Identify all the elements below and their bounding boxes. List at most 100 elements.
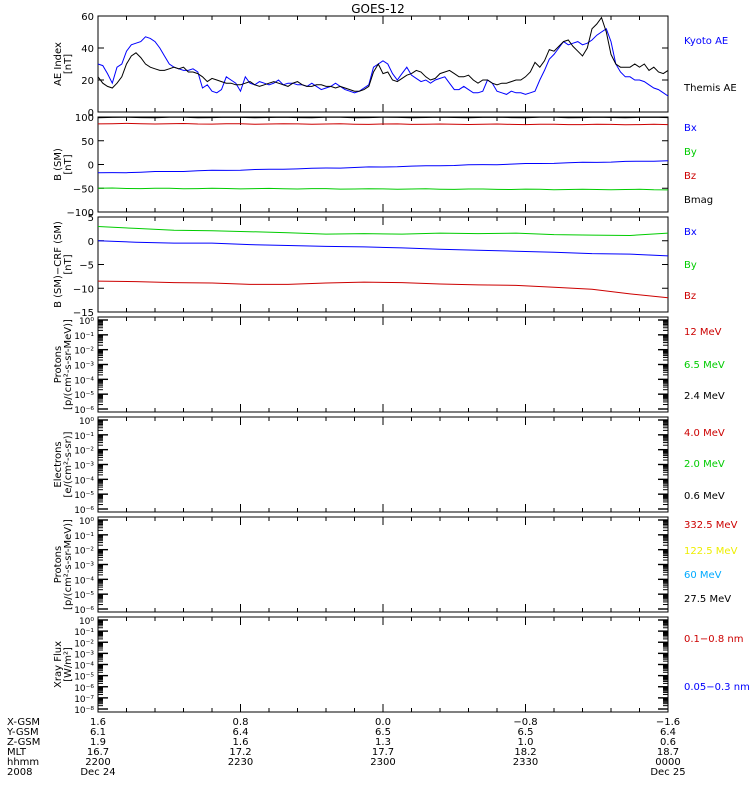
legend-entry: 12 MeV	[684, 327, 722, 338]
panel-frame	[97, 216, 669, 313]
y-tick-label: 10⁻²	[74, 447, 94, 457]
series-kyoto-ae	[97, 28, 669, 97]
legend-entry: 0.1−0.8 nm	[684, 634, 743, 645]
y-tick-label: 10⁻³	[74, 362, 94, 372]
legend-entry: 332.5 MeV	[684, 520, 738, 531]
y-tick-label: 10⁻⁶	[74, 506, 94, 516]
x-row-label: MLT	[7, 747, 27, 758]
y-tick-label: 10⁻²	[74, 639, 94, 649]
y-tick-label: 10⁻⁶	[74, 684, 94, 694]
panel-frame	[97, 516, 669, 613]
y-tick-label: 10⁻²	[74, 347, 94, 357]
y-axis-label: AE Index[nT]	[53, 42, 74, 86]
series-by	[97, 187, 669, 191]
y-axis-label: Electrons[e/(cm²-s-sr)]	[53, 431, 74, 497]
legend-entry: 122.5 MeV	[684, 546, 738, 557]
x-tick-value: 1.0	[518, 737, 534, 748]
x-tick-value: −0.8	[513, 717, 537, 728]
series-themis-ae	[97, 16, 669, 92]
legend-entry: 27.5 MeV	[684, 594, 731, 605]
y-tick-label: 10⁻⁴	[74, 576, 94, 586]
panel-2: B (SM)[nT] −100 −50 0 50 100 Bx By Bz Bmag	[53, 113, 713, 219]
series-bx	[97, 240, 669, 257]
x-tick-value: 6.5	[375, 727, 391, 738]
panel-frame	[97, 15, 669, 113]
y-tick-label: 10⁻¹	[74, 332, 94, 342]
y-axis-label: Protons[p/(cm²-s-sr-MeV)]	[53, 519, 74, 610]
legend-entry: Bz	[684, 291, 696, 302]
y-tick-label: 10⁻²	[74, 547, 94, 557]
x-tick-value: 18.7	[657, 747, 679, 758]
series-bz	[97, 280, 669, 299]
x-tick-value: 1.6	[233, 737, 249, 748]
y-tick-label: −100	[67, 208, 94, 219]
panel-7: Xray Flux[W/m²]10⁰10⁻¹10⁻²10⁻³10⁻⁴10⁻⁵10…	[53, 616, 750, 716]
y-axis-label: B (SM)−CRF (SM)[nT]	[53, 221, 74, 308]
y-tick-label: 0	[88, 237, 94, 248]
panel-frame	[97, 416, 669, 513]
legend-entry: 0.05−0.3 nm	[684, 682, 750, 693]
x-row-label: Y-GSM	[6, 727, 39, 738]
x-tick-value: Dec 25	[650, 767, 685, 778]
y-tick-label: 0	[88, 161, 94, 172]
legend-entry: By	[684, 260, 697, 271]
y-tick-label: 10⁻⁸	[74, 706, 94, 716]
y-tick-label: 10⁻⁶	[74, 606, 94, 616]
y-tick-label: 10⁻⁴	[74, 476, 94, 486]
x-tick-value: 1.9	[90, 737, 106, 748]
y-tick-label: −10	[73, 284, 94, 295]
x-tick-value: 17.7	[372, 747, 394, 758]
x-tick-value: 16.7	[87, 747, 109, 758]
y-tick-label: −15	[73, 308, 94, 319]
y-tick-label: 10⁰	[79, 617, 94, 627]
y-axis-label: Xray Flux[W/m²]	[53, 641, 74, 688]
x-tick-value: 1.3	[375, 737, 391, 748]
y-tick-label: 10⁻¹	[74, 628, 94, 638]
x-tick-value: 6.5	[518, 727, 534, 738]
y-tick-label: 10⁰	[79, 517, 94, 527]
legend-entry: Themis AE	[683, 83, 737, 94]
panel-frame	[97, 316, 669, 413]
x-tick-value: 2300	[370, 757, 395, 768]
y-tick-label: 10⁻¹	[74, 532, 94, 542]
y-tick-label: 10⁻⁴	[74, 376, 94, 386]
series-by	[97, 226, 669, 237]
panel-6: Protons[p/(cm²-s-sr-MeV)] 10⁰ 10⁻¹ 10⁻² 10⁻³…	[53, 516, 738, 616]
x-tick-value: 2230	[228, 757, 253, 768]
x-tick-value: 2200	[85, 757, 110, 768]
panel-4: Protons[p/(cm²-s-sr-MeV)] 10⁰ 10⁻¹ 10⁻² 10⁻³…	[53, 316, 725, 416]
x-tick-value: 6.4	[233, 727, 249, 738]
x-row-label: Z-GSM	[7, 737, 40, 748]
x-row-label: hhmm	[7, 757, 39, 768]
panel-frame	[97, 616, 669, 713]
x-row-label: 2008	[7, 767, 32, 778]
x-tick-value: −1.6	[656, 717, 680, 728]
legend-entry: 0.6 MeV	[684, 491, 725, 502]
legend-entry: 4.0 MeV	[684, 428, 725, 439]
plot-title: GOES-12	[351, 2, 405, 16]
series-bx	[97, 160, 669, 174]
legend-entry: Bmag	[684, 195, 713, 206]
panel-3: B (SM)−CRF (SM)[nT]−15 −10 −5 0 5 Bx By Bz	[53, 213, 697, 319]
x-tick-value: 6.4	[660, 727, 676, 738]
x-tick-value: 6.1	[90, 727, 106, 738]
y-tick-label: 10⁻¹	[74, 432, 94, 442]
y-tick-label: 50	[81, 137, 94, 148]
panel-1: AE Index[nT] 0 20 40 60 Kyoto AE Themis AE	[53, 12, 737, 119]
x-tick-value: Dec 24	[80, 767, 115, 778]
x-tick-value: 0.8	[233, 717, 249, 728]
legend-entry: By	[684, 147, 697, 158]
y-tick-label: 10⁻³	[74, 562, 94, 572]
y-tick-label: 10⁻⁶	[74, 406, 94, 416]
y-tick-label: −50	[73, 184, 94, 195]
y-tick-label: 10⁻⁴	[74, 662, 94, 672]
y-tick-label: 10⁻⁵	[74, 591, 94, 601]
y-tick-label: 5	[88, 213, 94, 224]
y-tick-label: 10⁻⁷	[74, 695, 94, 705]
y-tick-label: 10⁻⁵	[74, 491, 94, 501]
x-tick-value: 0000	[655, 757, 680, 768]
x-row-label: X-GSM	[7, 717, 40, 728]
x-tick-value: 18.2	[514, 747, 536, 758]
y-tick-label: −5	[79, 261, 94, 272]
